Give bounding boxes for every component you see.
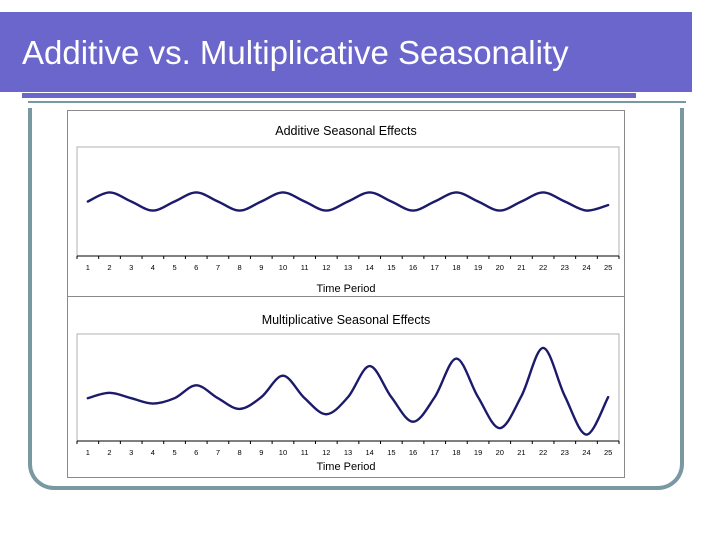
x-tick-label: 17 <box>431 263 439 272</box>
x-tick-label: 6 <box>194 448 198 457</box>
additive-chart-panel: Additive Seasonal Effects 1 2 3 4 5 6 7 8 9 10 11 1… <box>67 110 625 297</box>
x-axis-label: Time Period <box>316 283 376 295</box>
x-tick-label: 13 <box>344 448 352 457</box>
x-tick-label: 9 <box>259 448 263 457</box>
x-tick-label: 17 <box>431 448 439 457</box>
x-tick-label: 4 <box>151 448 155 457</box>
x-tick-label: 19 <box>474 263 482 272</box>
x-tick-label: 1 <box>86 448 90 457</box>
x-tick-label: 8 <box>238 448 242 457</box>
title-underline-secondary <box>28 101 686 103</box>
x-tick-label: 10 <box>279 448 287 457</box>
x-tick-label: 12 <box>322 448 330 457</box>
x-tick-label: 20 <box>496 263 504 272</box>
chart-title: Additive Seasonal Effects <box>275 124 417 138</box>
x-tick-label: 14 <box>366 263 374 272</box>
x-tick-label: 2 <box>107 448 111 457</box>
x-tick-label: 24 <box>582 263 590 272</box>
x-tick-label: 11 <box>301 263 309 272</box>
x-tick-label: 15 <box>387 448 395 457</box>
x-tick-label: 20 <box>496 448 504 457</box>
x-tick-label: 23 <box>561 448 569 457</box>
x-tick-label: 25 <box>604 448 612 457</box>
plot-area <box>76 333 620 442</box>
x-tick-label: 18 <box>452 263 460 272</box>
x-tick-label: 2 <box>107 263 111 272</box>
x-tick-label: 7 <box>216 448 220 457</box>
x-tick-label: 18 <box>452 448 460 457</box>
x-tick-label: 15 <box>387 263 395 272</box>
x-tick-label: 25 <box>604 263 612 272</box>
x-tick-label: 22 <box>539 448 547 457</box>
x-tick-label: 13 <box>344 263 352 272</box>
x-tick-label: 22 <box>539 263 547 272</box>
x-axis-label: Time Period <box>316 461 376 473</box>
x-tick-label: 5 <box>172 448 176 457</box>
content-frame <box>28 108 684 490</box>
x-tick-label: 8 <box>238 263 242 272</box>
x-tick-label: 3 <box>129 263 133 272</box>
x-tick-label: 24 <box>582 448 590 457</box>
x-tick-label: 7 <box>216 263 220 272</box>
title-bar <box>0 12 692 92</box>
slide-title: Additive vs. Multiplicative Seasonality <box>22 34 569 71</box>
x-tick-label: 12 <box>322 263 330 272</box>
x-tick-label: 1 <box>86 263 90 272</box>
x-tick-label: 10 <box>279 263 287 272</box>
x-tick-label: 23 <box>561 263 569 272</box>
title-underline <box>22 93 636 98</box>
multiplicative-chart-plot: 1 2 3 4 5 6 7 8 9 10 11 12 13 14 15 16 17 18 19 20 21 22 23 24 2… <box>76 333 620 457</box>
x-tick-label: 3 <box>129 448 133 457</box>
x-tick-label: 4 <box>151 263 155 272</box>
additive-chart-plot: 1 2 3 4 5 6 7 8 9 10 11 12 13 14 15 16 17 18 19 20 21 22 23 24 2… <box>76 146 620 272</box>
x-tick-label: 6 <box>194 263 198 272</box>
x-tick-label: 19 <box>474 448 482 457</box>
x-tick-label: 11 <box>301 448 309 457</box>
x-tick-label: 21 <box>517 263 525 272</box>
x-tick-label: 5 <box>172 263 176 272</box>
series-line <box>86 346 610 436</box>
x-tick-label: 16 <box>409 263 417 272</box>
chart-title: Multiplicative Seasonal Effects <box>261 313 431 327</box>
x-tick-label: 9 <box>259 263 263 272</box>
x-tick-label: 14 <box>366 448 374 457</box>
series-line <box>86 191 610 212</box>
x-tick-label: 21 <box>517 448 525 457</box>
x-tick-label: 16 <box>409 448 417 457</box>
